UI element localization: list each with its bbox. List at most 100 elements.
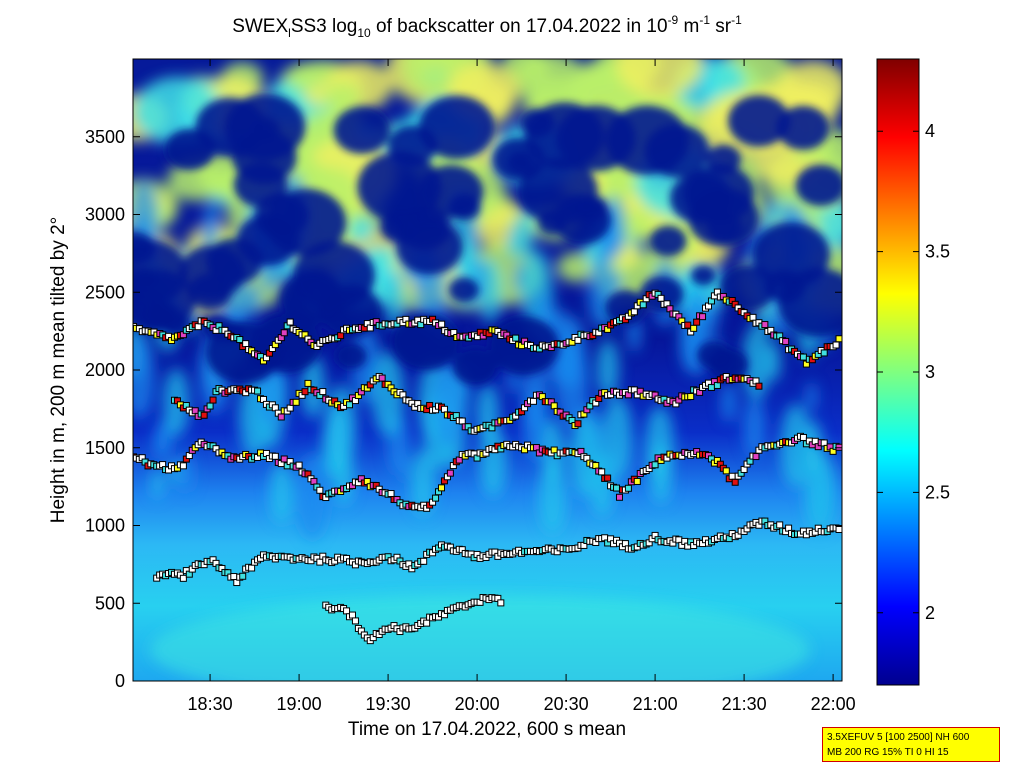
- cloud-marker: [693, 318, 701, 326]
- cloud-marker: [236, 336, 244, 344]
- cloud-marker: [200, 411, 208, 419]
- cloud-marker: [624, 484, 632, 492]
- colorbar-tick-label: 3.5: [925, 242, 950, 262]
- cloud-marker: [437, 484, 445, 492]
- cloud-marker: [319, 388, 327, 396]
- cloud-marker: [633, 477, 641, 485]
- heatmap-cell: [578, 60, 624, 95]
- heatmap-cell: [179, 244, 245, 300]
- info-line-1: 3.5XEFUV 5 [100 2500] NH 600: [827, 732, 970, 743]
- cloud-marker: [799, 353, 807, 361]
- heatmap-cell: [776, 105, 830, 150]
- chart-title: SWEXlSS3 log10 of backscatter on 17.04.2…: [232, 13, 742, 40]
- cloud-marker: [835, 525, 842, 533]
- cloud-marker: [351, 617, 359, 625]
- heatmap-cell: [601, 396, 633, 479]
- heatmap-cell: [596, 339, 619, 399]
- colorbar-tick-label: 3: [925, 362, 935, 382]
- info-line-2: MB 200 RG 15% TI 0 HI 15: [827, 747, 949, 758]
- cloud-marker: [179, 462, 187, 470]
- cloud-marker: [630, 308, 638, 316]
- cloud-marker: [799, 433, 807, 441]
- x-tick-label: 21:00: [633, 694, 678, 714]
- heatmap-cell: [519, 108, 555, 138]
- heatmap-cell: [627, 314, 642, 352]
- heatmap-cell: [610, 268, 622, 299]
- heatmap-cell: [604, 290, 647, 325]
- backscatter-heatmap: [133, 59, 842, 681]
- heatmap-cell: [556, 252, 596, 283]
- heatmap-cell: [232, 130, 297, 184]
- cloud-marker: [316, 558, 324, 566]
- heatmap-cell: [780, 403, 812, 489]
- cloud-marker: [782, 337, 790, 345]
- cloud-marker: [432, 494, 440, 502]
- cloud-marker: [761, 321, 769, 329]
- cloud-marker: [209, 396, 217, 404]
- heatmap-cell: [510, 220, 522, 250]
- x-tick-label: 20:30: [544, 694, 589, 714]
- cloud-marker: [440, 405, 448, 413]
- cloud-marker: [574, 420, 582, 428]
- x-tick-label: 19:30: [366, 694, 411, 714]
- cloud-marker: [301, 388, 309, 396]
- cloud-marker: [286, 404, 294, 412]
- heatmap-cell: [805, 382, 818, 412]
- cloud-marker: [387, 490, 395, 498]
- heatmap-cell: [236, 214, 299, 266]
- heatmap-cell: [727, 95, 790, 147]
- cloud-marker: [529, 397, 537, 405]
- cloud-marker: [713, 381, 721, 389]
- cloud-marker: [254, 387, 262, 395]
- heatmap-cell: [293, 241, 376, 310]
- heatmap-cell: [150, 595, 810, 681]
- heatmap-cell: [538, 461, 567, 534]
- cloud-marker: [707, 383, 715, 391]
- heatmap-cell: [639, 276, 684, 313]
- cloud-marker: [657, 294, 665, 302]
- cloud-marker: [687, 393, 695, 401]
- cloud-marker: [776, 521, 784, 529]
- cloud-marker: [194, 323, 202, 331]
- heatmap-cell: [605, 105, 689, 175]
- y-tick-label: 0: [115, 671, 125, 691]
- cloud-marker: [835, 335, 842, 343]
- cloud-marker: [378, 374, 386, 382]
- heatmap-cell: [691, 265, 716, 286]
- y-tick-label: 1000: [85, 516, 125, 536]
- cloud-marker: [420, 557, 428, 565]
- heatmap-cell: [248, 283, 262, 316]
- heatmap-cell: [795, 164, 842, 207]
- cloud-marker: [651, 461, 659, 469]
- heatmap-cell: [257, 367, 280, 427]
- heatmap-cell: [431, 360, 465, 448]
- y-tick-label: 2000: [85, 360, 125, 380]
- cloud-marker: [835, 443, 842, 451]
- heatmap-cell: [383, 271, 406, 329]
- heatmap-cell: [168, 158, 224, 202]
- y-tick-label: 3000: [85, 205, 125, 225]
- heatmap-cell: [398, 453, 410, 482]
- cloud-detection-markers: [133, 288, 842, 645]
- colorbar: [876, 58, 920, 686]
- cloud-marker: [179, 574, 187, 582]
- cloud-marker: [446, 469, 454, 477]
- cloud-marker: [613, 484, 621, 492]
- heatmap-cell: [721, 382, 737, 423]
- cloud-marker: [346, 401, 354, 409]
- heatmap-cell: [324, 83, 362, 112]
- cloud-marker: [458, 417, 466, 425]
- heatmap-cell: [515, 208, 535, 261]
- cloud-marker: [684, 321, 692, 329]
- heatmap-cell: [387, 125, 437, 167]
- heatmap-cell: [552, 195, 612, 245]
- cloud-marker: [337, 332, 345, 340]
- cloud-marker: [423, 619, 431, 627]
- heatmap-cell: [683, 164, 755, 223]
- y-tick-label: 500: [95, 593, 125, 613]
- y-tick-label: 1500: [85, 438, 125, 458]
- heatmap-cell: [418, 165, 484, 219]
- heatmap-cell: [649, 225, 687, 257]
- cloud-marker: [497, 599, 505, 607]
- cloud-marker: [304, 379, 312, 387]
